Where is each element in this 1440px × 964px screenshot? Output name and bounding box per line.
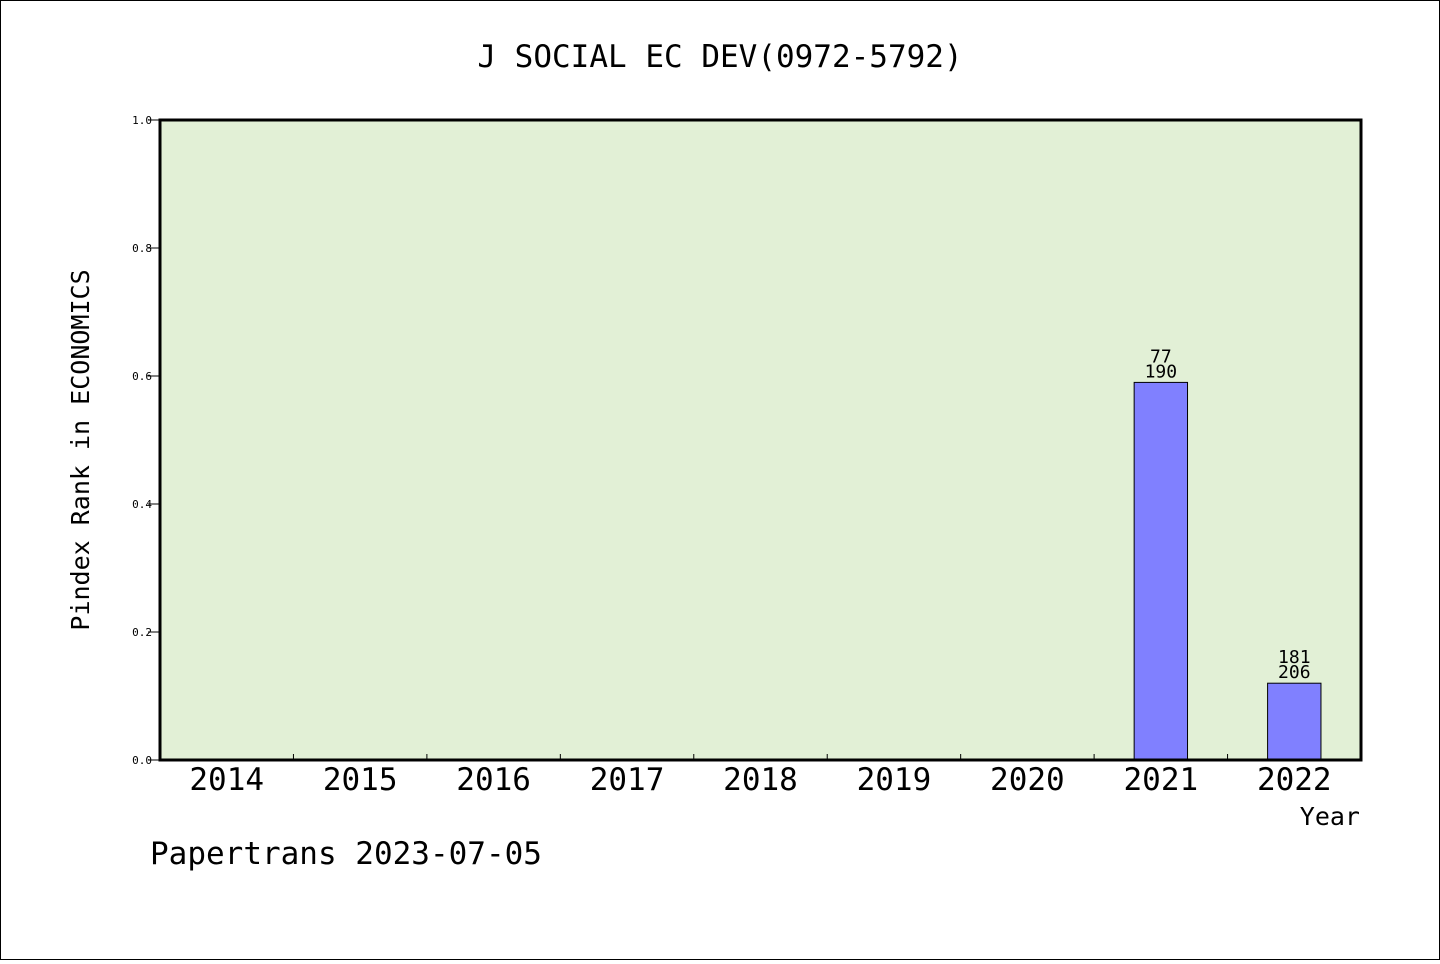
x-tick-label: 2022 (1257, 762, 1332, 798)
y-tick-label: 0.8 (132, 242, 152, 255)
bar-2021 (1133, 381, 1189, 761)
y-axis-label: Pindex Rank in ECONOMICS (66, 269, 95, 630)
x-tick-label: 2017 (590, 762, 665, 798)
y-tick-label: 0.2 (132, 626, 152, 639)
y-axis: 0.0 0.2 0.4 0.6 0.8 1.0 (132, 114, 160, 767)
x-axis-label: Year (1300, 802, 1360, 831)
x-tick-label: 2019 (857, 762, 932, 798)
bar-2022 (1267, 682, 1322, 761)
x-tick-label: 2015 (323, 762, 398, 798)
x-tick-label: 2021 (1124, 762, 1199, 798)
x-tick-label: 2016 (456, 762, 531, 798)
bar-label-top: 181 (1278, 647, 1311, 668)
chart-title: J SOCIAL EC DEV(0972-5792) (477, 39, 962, 75)
plot-frame (158, 118, 1363, 762)
x-tick-label: 2014 (189, 762, 264, 798)
x-tick-label: 2020 (990, 762, 1065, 798)
y-tick-label: 0.6 (132, 370, 152, 383)
bar-label-bottom: 190 (1145, 361, 1178, 382)
footer-credit: Papertrans 2023-07-05 (150, 836, 542, 872)
x-tick-label: 2018 (723, 762, 798, 798)
y-tick-label: 0.0 (132, 754, 152, 767)
y-tick-label: 1.0 (132, 114, 152, 127)
x-axis: 2014 2015 2016 2017 2018 2019 2020 2021 2022 (189, 754, 1332, 798)
bar-label-bottom: 206 (1278, 662, 1311, 683)
y-tick-label: 0.4 (132, 498, 152, 511)
bar-label-top: 77 (1150, 346, 1172, 367)
